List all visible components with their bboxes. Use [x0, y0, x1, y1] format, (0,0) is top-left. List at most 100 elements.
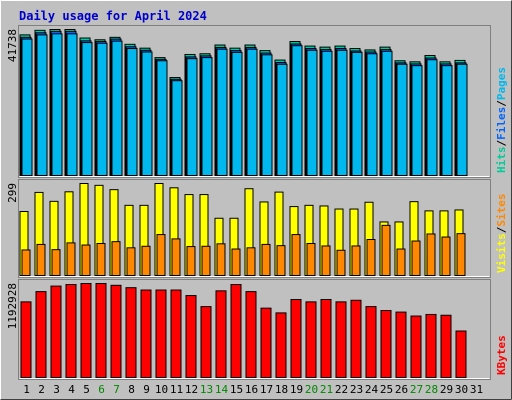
kbytes-bar [215, 290, 227, 378]
day-label: 5 [83, 383, 90, 396]
kbytes-bar [170, 289, 182, 379]
pages-bar [336, 49, 348, 176]
sites-bar [201, 245, 211, 276]
sites-bar [216, 243, 226, 277]
day-label: 3 [53, 383, 60, 396]
legend-separator: / [495, 100, 508, 107]
pages-bar [126, 48, 138, 176]
kbytes-bar [110, 284, 122, 378]
day-1-bars [19, 211, 31, 276]
kbytes-bar [440, 314, 452, 379]
day-28-bars [424, 210, 436, 276]
day-18-bars [275, 312, 287, 378]
day-5-bars [79, 183, 91, 277]
sites-bar [321, 245, 331, 276]
legend-separator: / [495, 226, 508, 233]
sites-bar [456, 233, 466, 276]
day-2-bars [34, 29, 48, 177]
day-19-bars [289, 41, 303, 177]
pages-bar [396, 63, 408, 176]
day-label: 17 [260, 383, 273, 396]
pages-bar [456, 63, 468, 176]
sites-bar [141, 245, 151, 276]
pages-bar [276, 63, 288, 176]
day-10-bars [155, 289, 167, 379]
sites-bar [156, 234, 166, 276]
day-3-bars [49, 200, 61, 277]
kbytes-bar [350, 299, 362, 378]
day-25-bars [380, 310, 392, 378]
kbytes-bar [200, 306, 212, 379]
day-26-bars [394, 221, 406, 277]
pages-bar [156, 60, 168, 176]
day-23-bars [349, 48, 363, 177]
day-30-bars [454, 209, 466, 276]
sites-bar [336, 249, 346, 276]
day-8-bars [125, 287, 137, 378]
day-11-bars [170, 289, 182, 379]
sites-bar [246, 247, 256, 277]
day-10-bars [154, 57, 168, 177]
kbytes-bar [230, 284, 242, 379]
day-16-bars [244, 44, 258, 177]
kbytes-bar [335, 301, 347, 378]
day-16-bars [245, 291, 257, 379]
day-label: 1 [23, 383, 30, 396]
day-labels: 1 2 3 4 5 6 7 8 9 10 11 12 13 14 15 16 17 18 19 20 21 22 23 24 2… [23, 383, 483, 396]
panel-legend-text: Visits/Sites [495, 194, 508, 274]
day-20-bars [305, 301, 317, 378]
day-10-bars [154, 183, 166, 276]
kbytes-bar [320, 298, 332, 378]
pages-bar [216, 48, 228, 176]
sites-bar [111, 241, 121, 276]
sites-bar [441, 236, 451, 277]
kbytes-bar [455, 330, 467, 378]
day-label: 20 [305, 383, 318, 396]
day-11-bars [169, 187, 181, 276]
day-13-bars [199, 53, 213, 177]
pages-bar [96, 42, 108, 177]
pages-bar [246, 48, 258, 176]
day-label: 27 [410, 383, 423, 396]
day-24-bars [365, 306, 377, 379]
sites-bar [381, 224, 391, 277]
panel-frame [18, 25, 491, 178]
pages-bar [171, 80, 183, 176]
day-label: 10 [155, 383, 168, 396]
day-21-bars [320, 298, 332, 378]
day-label: 22 [335, 383, 348, 396]
pages-bar [81, 42, 93, 177]
panel-legend: KBytes [495, 335, 508, 375]
day-17-bars [259, 201, 271, 277]
chart-title: Daily usage for April 2024 [19, 9, 207, 23]
legend-visits: Visits [495, 233, 508, 273]
day-label: 7 [113, 383, 120, 396]
day-24-bars [364, 49, 378, 177]
day-label: 31 [470, 383, 483, 396]
sites-bar [351, 245, 361, 276]
day-17-bars [260, 307, 272, 379]
sites-bar [186, 246, 196, 276]
sites-bar [36, 243, 46, 277]
legend-sites: Sites [495, 194, 508, 227]
day-22-bars [335, 301, 347, 378]
day-11-bars [169, 77, 183, 176]
day-23-bars [350, 299, 362, 378]
sites-bar [126, 247, 136, 277]
pages-bar [66, 33, 78, 177]
day-21-bars [319, 46, 333, 177]
panel-volume: 1192928 KBytes [6, 279, 508, 380]
day-17-bars [259, 50, 273, 177]
kbytes-bar [65, 284, 77, 379]
pages-bar [381, 50, 393, 176]
pages-bar [36, 34, 48, 176]
kbytes-bar [20, 301, 32, 378]
pages-bar [306, 49, 318, 176]
sites-bar [276, 245, 286, 276]
day-label: 14 [215, 383, 229, 396]
day-27-bars [409, 61, 423, 176]
sites-bar [66, 242, 76, 276]
day-6-bars [94, 39, 108, 177]
day-14-bars [214, 44, 228, 177]
day-28-bars [425, 313, 437, 378]
